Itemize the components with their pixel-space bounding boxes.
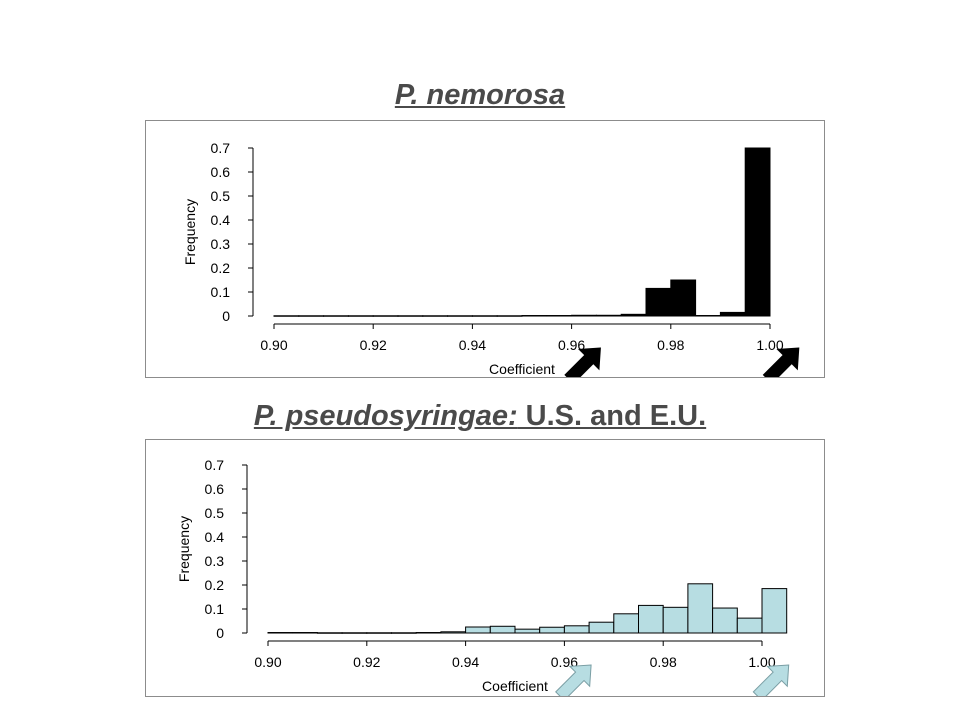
pointer-arrow-shape — [752, 664, 790, 696]
y-axis-title: Frequency — [182, 199, 198, 265]
y-tick-label: 0.4 — [205, 529, 225, 545]
chart2-title: P. pseudosyringae: U.S. and E.U. — [0, 400, 960, 433]
x-tick-label: 0.98 — [650, 654, 677, 670]
histogram-bar — [372, 315, 399, 317]
pointer-arrow-icon — [555, 664, 592, 696]
histogram-bar — [465, 626, 491, 634]
histogram-bar — [397, 315, 424, 317]
histogram-bar — [316, 632, 343, 634]
histogram-bar — [366, 632, 393, 634]
pointer-arrow-shape — [564, 347, 601, 377]
histogram-bar — [670, 279, 697, 317]
y-tick-label: 0.4 — [211, 212, 231, 228]
x-tick-label: 0.94 — [452, 654, 479, 670]
y-tick-label: 0.5 — [211, 188, 231, 204]
x-tick-label: 0.94 — [459, 337, 486, 353]
x-axis-title: Coefficient — [489, 361, 555, 377]
y-tick-label: 0.2 — [211, 260, 231, 276]
x-tick-label: 0.92 — [353, 654, 380, 670]
chart2-plot: 00.10.20.30.40.50.60.70.90 0.92 0.94 0.96 0.… — [176, 457, 790, 696]
histogram-bar — [571, 314, 597, 317]
y-tick-label: 0 — [216, 625, 224, 641]
histogram-bar — [391, 632, 417, 634]
chart2-panel: 0 0.1 0.2 0.3 0.4 0.5 0.6 0.7 0.90 0.92 0.94 0.96 0.… — [145, 439, 825, 697]
pointer-arrow-icon — [752, 664, 790, 696]
histogram-bar — [719, 311, 746, 317]
histogram-bar — [761, 588, 788, 634]
histogram-bar — [347, 315, 374, 317]
y-tick-label: 0.1 — [211, 284, 231, 300]
x-tick-label: 0.90 — [254, 654, 281, 670]
pointer-arrow-shape — [762, 347, 800, 377]
histogram-bar — [447, 315, 473, 317]
chart2-title-italic: P. pseudosyringae: — [253, 400, 518, 432]
y-tick-label: 0.6 — [205, 481, 225, 497]
histogram-bar — [514, 628, 541, 634]
histogram-bar — [638, 604, 664, 634]
chart1-title-text: P. nemorosa — [394, 79, 566, 111]
histogram-bar — [563, 625, 590, 634]
y-tick-label: 0 — [222, 308, 230, 324]
histogram-bar — [422, 315, 449, 317]
y-tick-label: 0.6 — [211, 164, 231, 180]
histogram-bar — [341, 632, 368, 634]
pointer-arrow-icon — [564, 347, 601, 377]
y-tick-label: 0.7 — [211, 140, 231, 156]
histogram-bar — [695, 315, 721, 317]
y-tick-label: 0.7 — [205, 457, 225, 473]
pointer-arrow-icon — [762, 347, 800, 377]
histogram-bar — [471, 315, 498, 317]
histogram-bar — [613, 613, 639, 634]
y-tick-label: 0.3 — [211, 236, 231, 252]
y-tick-label: 0.5 — [205, 505, 225, 521]
histogram-bar — [588, 621, 615, 634]
histogram-bar — [620, 313, 647, 317]
chart1-plot: 00.10.20.30.40.50.60.70.90 0.92 0.94 0.96 0.… — [182, 140, 800, 377]
x-tick-label: 0.92 — [360, 337, 387, 353]
histogram-bar — [744, 147, 771, 317]
histogram-bar — [273, 315, 300, 317]
histogram-bar — [415, 632, 442, 634]
histogram-bar — [546, 315, 573, 317]
y-tick-label: 0.2 — [205, 577, 225, 593]
pointer-arrow-shape — [555, 664, 592, 696]
x-tick-label: 0.98 — [657, 337, 684, 353]
chart1-panel: 0 0.1 0.2 0.3 0.4 0.5 0.6 0.7 0.90 0.92 0.94 0.96 0.… — [145, 120, 825, 378]
histogram-bar — [496, 315, 523, 317]
y-axis-title: Frequency — [176, 516, 192, 582]
histogram-bar — [539, 626, 565, 634]
chart1-title: P. nemorosa — [0, 79, 960, 112]
x-tick-label: 0.90 — [260, 337, 287, 353]
histogram-bar — [323, 315, 349, 317]
chart2-title-rest: U.S. and E.U. — [517, 400, 707, 432]
histogram-bar — [736, 617, 763, 634]
histogram-bar — [662, 606, 689, 634]
histogram-bar — [298, 315, 325, 317]
histogram-bar — [440, 631, 467, 634]
histogram-bar — [595, 314, 622, 317]
y-tick-label: 0.3 — [205, 553, 225, 569]
histogram-bar — [521, 315, 548, 317]
histogram-bar — [489, 625, 516, 634]
y-tick-label: 0.1 — [205, 601, 225, 617]
x-axis-title: Coefficient — [482, 678, 548, 694]
histogram-bar — [267, 632, 294, 634]
histogram-bar — [292, 632, 318, 634]
histogram-bar — [712, 607, 738, 634]
histogram-bar — [687, 583, 714, 634]
histogram-bar — [645, 287, 672, 317]
